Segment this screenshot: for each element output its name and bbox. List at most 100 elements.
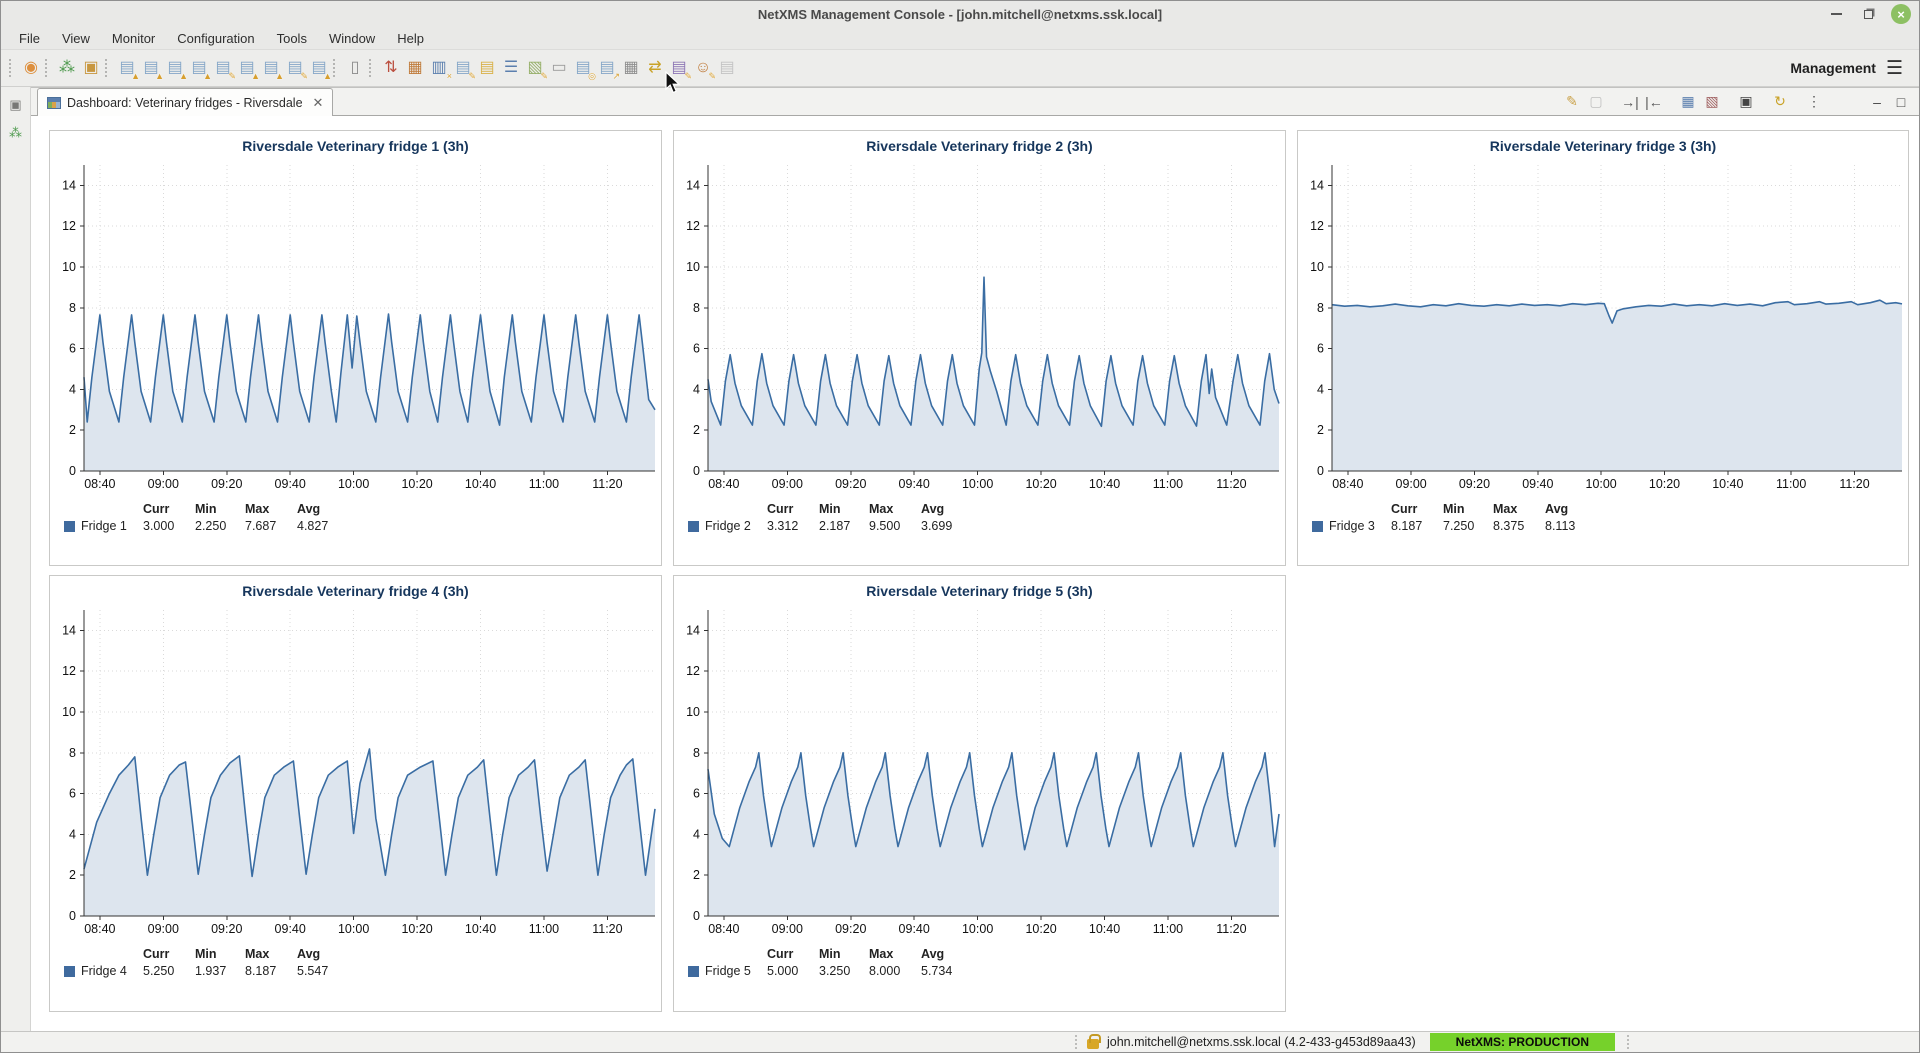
svg-text:6: 6 bbox=[1317, 342, 1324, 356]
series-min: 3.250 bbox=[819, 964, 851, 978]
object-tree-icon[interactable]: ⁂ bbox=[59, 59, 75, 76]
alarm-bell-icon[interactable]: ◉ bbox=[24, 59, 38, 76]
restore-view-icon[interactable]: ▣ bbox=[9, 97, 22, 112]
new-document-icon[interactable]: ▤ bbox=[719, 59, 735, 76]
series-line bbox=[83, 313, 656, 426]
svg-text:10:00: 10:00 bbox=[962, 477, 993, 491]
statusbar-grip-2 bbox=[1627, 1035, 1631, 1049]
tab-dashboard[interactable]: Dashboard: Veterinary fridges - Riversda… bbox=[37, 88, 334, 116]
svg-text:08:40: 08:40 bbox=[1332, 477, 1363, 491]
agent-policy-edit-2-icon[interactable]: ▤ ✎ bbox=[287, 59, 308, 81]
main-area: ▣ ⁂ Dashboard: Veterinary fridges - River… bbox=[1, 87, 1919, 1031]
image-library-icon[interactable]: ▧ ✎ bbox=[527, 59, 548, 81]
view-menu-icon[interactable]: ⋮ bbox=[1807, 93, 1821, 109]
svg-text:09:20: 09:20 bbox=[835, 922, 866, 936]
svg-text:6: 6 bbox=[693, 787, 700, 801]
clipboard-icon[interactable]: ▯ bbox=[350, 59, 360, 76]
toolbar-icon-strip: ◉ ⁂ ▣ ▤ ▲ ▤ ▲ ▤ ▲ ▤ ▲ ▤ ✎ ▤ ▲ ▤ ▲ ▤ ✎ ▤ ▲ ▯ ⇅ ▦ ▥ × ▤ ✎ ▤ ☰ ▧ ✎ ▭ ▤ ◎ ▤ ↗ ▦ ⇄ ▤… bbox=[7, 57, 739, 81]
statusbar-grip bbox=[1074, 1035, 1079, 1049]
dci-summary-table-icon[interactable]: ☰ bbox=[503, 59, 519, 76]
maximize-view-icon[interactable]: □ bbox=[1896, 93, 1906, 110]
menu-monitor[interactable]: Monitor bbox=[111, 30, 156, 46]
legend-header-avg: Avg bbox=[297, 502, 321, 516]
server-badge: NetXMS: PRODUCTION bbox=[1429, 1033, 1615, 1051]
agent-policy-1-badge: ▲ bbox=[131, 71, 140, 81]
printer-icon[interactable]: ▦ bbox=[623, 59, 639, 76]
area-chart-fridge-4: 0 2 4 6 8 10 12 14 08:40 09:00 09:20 09:40 10:00 10:2… bbox=[62, 610, 656, 936]
legend-header-curr: Curr bbox=[143, 502, 170, 516]
close-window-button[interactable]: × bbox=[1891, 4, 1911, 24]
package-manager-icon[interactable]: ▦ bbox=[407, 59, 423, 76]
find-dci-icon[interactable]: ▤ ◎ bbox=[575, 59, 596, 81]
documents-edit-badge: ✎ bbox=[684, 71, 692, 81]
svg-text:11:00: 11:00 bbox=[1776, 477, 1806, 491]
transform-icon[interactable]: ⇄ bbox=[648, 59, 662, 76]
series-name: Fridge 2 bbox=[705, 519, 751, 533]
pin-left-icon[interactable]: |← bbox=[1645, 93, 1663, 110]
series-max: 9.500 bbox=[869, 519, 901, 533]
agent-policy-edit-icon[interactable]: ▤ ✎ bbox=[215, 59, 236, 81]
minimize-view-icon[interactable]: – bbox=[1873, 93, 1881, 110]
menu-file[interactable]: File bbox=[19, 30, 40, 46]
fullscreen-icon[interactable]: ▣ bbox=[1739, 93, 1753, 109]
menu-view[interactable]: View bbox=[61, 30, 90, 46]
svg-text:09:00: 09:00 bbox=[148, 477, 179, 491]
svg-text:10: 10 bbox=[686, 705, 700, 719]
status-bar: john.mitchell@netxms.ssk.local (4.2-433-… bbox=[1, 1031, 1919, 1052]
export-document-icon[interactable]: ▤ bbox=[479, 59, 495, 76]
agent-policy-5-icon[interactable]: ▤ ▲ bbox=[239, 59, 260, 81]
copy-pages-icon[interactable]: ▭ bbox=[551, 59, 567, 76]
svg-text:2: 2 bbox=[693, 423, 700, 437]
status-user-text: john.mitchell@netxms.ssk.local (4.2-433-… bbox=[1106, 1035, 1416, 1049]
export-image-icon[interactable]: ▧ bbox=[1705, 93, 1719, 109]
area-chart-fridge-2: 0 2 4 6 8 10 12 14 08:40 09:00 09:20 09:40 10:00 10:2… bbox=[686, 165, 1280, 491]
save-dashboard-icon[interactable]: ▢ bbox=[1589, 93, 1603, 109]
object-browser-icon[interactable]: ⁂ bbox=[9, 125, 22, 140]
menu-tools[interactable]: Tools bbox=[276, 30, 307, 46]
restore-window-button[interactable] bbox=[1859, 5, 1877, 23]
svg-text:0: 0 bbox=[693, 909, 700, 923]
chart-panel-fridge-2: Riversdale Veterinary fridge 2 (3h) 0 2 4 6… bbox=[673, 130, 1286, 566]
editor-area: Dashboard: Veterinary fridges - Riversda… bbox=[31, 87, 1919, 1031]
agent-policy-6-icon[interactable]: ▤ ▲ bbox=[263, 59, 284, 81]
svg-text:2: 2 bbox=[69, 423, 76, 437]
svg-text:12: 12 bbox=[62, 219, 76, 233]
axis-labels: 0 2 4 6 8 10 12 14 08:40 09:00 09:20 09:40 10:00 10:2… bbox=[686, 623, 1247, 936]
menu-help[interactable]: Help bbox=[397, 30, 424, 46]
agent-policy-4-icon[interactable]: ▤ ▲ bbox=[191, 59, 212, 81]
legend-header-min: Min bbox=[195, 947, 217, 961]
agent-policy-2-icon[interactable]: ▤ ▲ bbox=[143, 59, 164, 81]
pin-right-icon[interactable]: →| bbox=[1621, 93, 1639, 110]
series-min: 1.937 bbox=[195, 964, 227, 978]
agent-policy-1-icon[interactable]: ▤ ▲ bbox=[119, 59, 140, 81]
refresh-icon[interactable]: ↻ bbox=[1774, 93, 1786, 109]
edit-dashboard-icon[interactable]: ✎ bbox=[1566, 93, 1578, 109]
menu-configuration[interactable]: Configuration bbox=[177, 30, 255, 46]
script-editor-icon[interactable]: ▤ ✎ bbox=[455, 59, 476, 81]
minimize-window-button[interactable] bbox=[1827, 5, 1845, 23]
user-edit-icon[interactable]: ☺ ✎ bbox=[694, 59, 716, 81]
menu-window[interactable]: Window bbox=[328, 30, 376, 46]
svg-text:10:40: 10:40 bbox=[1712, 477, 1743, 491]
agent-policy-7-icon[interactable]: ▤ ▲ bbox=[311, 59, 332, 81]
hamburger-menu-icon[interactable]: ☰ bbox=[1885, 57, 1903, 79]
series-name: Fridge 4 bbox=[81, 964, 127, 978]
add-view-icon[interactable]: ▦ bbox=[1681, 93, 1695, 109]
series-avg: 5.734 bbox=[921, 964, 953, 978]
documents-edit-icon[interactable]: ▤ ✎ bbox=[671, 59, 692, 81]
agent-policy-3-icon[interactable]: ▤ ▲ bbox=[167, 59, 188, 81]
database-remove-icon[interactable]: ▥ × bbox=[431, 59, 452, 81]
svg-text:11:00: 11:00 bbox=[529, 922, 559, 936]
svg-text:09:00: 09:00 bbox=[772, 477, 803, 491]
svg-text:8: 8 bbox=[693, 301, 700, 315]
svg-text:10:00: 10:00 bbox=[338, 477, 369, 491]
series-line bbox=[707, 276, 1280, 428]
axis-labels: 0 2 4 6 8 10 12 14 08:40 09:00 09:20 09:40 10:00 10:2… bbox=[1310, 178, 1870, 491]
sync-arrows-icon[interactable]: ⇅ bbox=[384, 59, 398, 76]
open-dashboard-icon[interactable]: ▣ bbox=[83, 59, 99, 76]
svg-text:11:20: 11:20 bbox=[1216, 922, 1246, 936]
tab-close-icon[interactable]: ✕ bbox=[312, 94, 324, 110]
chart-legend: Curr Min Max Avg Fridge 1 3.000 2.250 7.… bbox=[64, 501, 661, 535]
graph-editor-icon[interactable]: ▤ ↗ bbox=[599, 59, 620, 81]
svg-text:0: 0 bbox=[69, 909, 76, 923]
